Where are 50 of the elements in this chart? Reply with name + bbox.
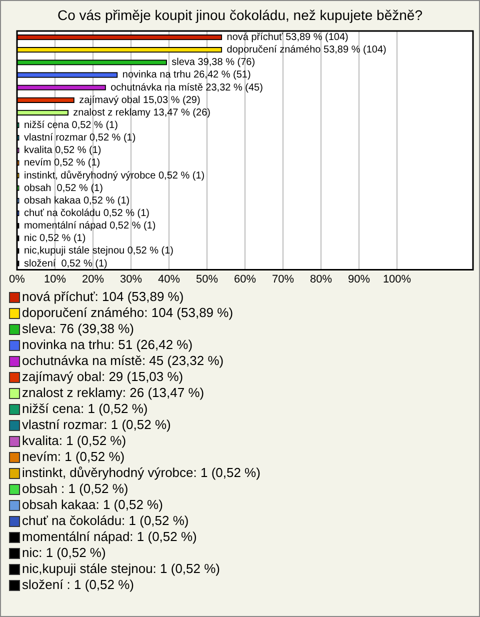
text: doporučení známého: 104 (53,89 %) (22, 305, 234, 321)
text: nová příchuť: 104 (53,89 %) (22, 289, 184, 305)
text: složení : 1 (0,52 %) (22, 577, 134, 593)
text: novinka na trhu: 51 (26,42 %) (22, 337, 193, 353)
x-tick-label: 80% (310, 273, 332, 286)
category-label: chuť na čokoládu 0,52 % (1) (24, 208, 150, 219)
x-tick-label: 40% (158, 273, 180, 286)
text: obsah kakaa: 1 (0,52 %) (22, 497, 163, 513)
x-tick-label: 20% (82, 273, 104, 286)
category-label: novinka na trhu 26,42 % (51) (122, 70, 251, 81)
x-tick-label: 60% (234, 273, 256, 286)
text: nic: 1 (0,52 %) (22, 545, 106, 561)
text: nevím: 1 (0,52 %) (22, 449, 125, 465)
category-label: obsah 0,52 % (1) (24, 182, 103, 194)
text: nic,kupuji stále stejnou: 1 (0,52 %) (22, 561, 220, 577)
text: sleva: 76 (39,38 %) (22, 321, 134, 337)
text: momentální nápad: 1 (0,52 %) (22, 529, 197, 545)
category-label: sleva 39,38 % (76) (172, 57, 256, 68)
chart-title: Co vás přiměje koupit jinou čokoládu, než kupujete běžně? (56, 6, 424, 25)
x-tick-label: 100% (382, 273, 412, 286)
text: instinkt, důvěryhodný výrobce: 1 (0,52 %) (22, 465, 260, 481)
text: znalost z reklamy: 26 (13,47 %) (22, 385, 204, 401)
text: kvalita: 1 (0,52 %) (22, 433, 126, 449)
category-label: ochutnávka na místě 23,32 % (45) (110, 82, 263, 94)
text: obsah : 1 (0,52 %) (22, 481, 128, 497)
text: nižší cena: 1 (0,52 %) (22, 401, 148, 417)
text: ochutnávka na místě: 45 (23,32 %) (22, 353, 224, 369)
category-label: nic 0,52 % (1) (24, 233, 86, 244)
category-label: nic,kupuji stále stejnou 0,52 % (1) (24, 246, 174, 257)
category-label: nižší cena 0,52 % (1) (24, 120, 118, 132)
category-label: instinkt, důvěryhodný výrobce 0,52 % (1) (24, 170, 205, 182)
category-label: nová příchuť 53,89 % (104) (226, 32, 348, 44)
x-tick-label: 30% (120, 273, 142, 286)
text: zajímavý obal: 29 (15,03 %) (22, 369, 184, 385)
category-label: doporučení známého 53,89 % (104) (226, 44, 386, 56)
category-label: obsah kakaa 0,52 % (1) (24, 195, 130, 206)
category-label: nevím 0,52 % (1) (24, 158, 100, 169)
x-tick-label: 10% (44, 273, 66, 286)
x-tick-label: 50% (196, 273, 218, 286)
text: vlastní rozmar: 1 (0,52 %) (22, 417, 171, 433)
category-label: momentální nápad 0,52 % (1) (24, 220, 156, 232)
x-tick-label: 90% (348, 273, 370, 286)
x-tick-label: 70% (272, 273, 294, 286)
category-label: vlastní rozmar 0,52 % (1) (24, 132, 136, 144)
category-label: kvalita 0,52 % (1) (24, 145, 102, 156)
x-tick-label: 0% (9, 273, 26, 286)
category-label: složení 0,52 % (1) (24, 258, 108, 270)
text: chuť na čokoládu: 1 (0,52 %) (22, 513, 189, 529)
category-label: znalost z reklamy 13,47 % (26) (73, 107, 210, 118)
category-label: zajímavý obal 15,03 % (29) (79, 94, 200, 106)
